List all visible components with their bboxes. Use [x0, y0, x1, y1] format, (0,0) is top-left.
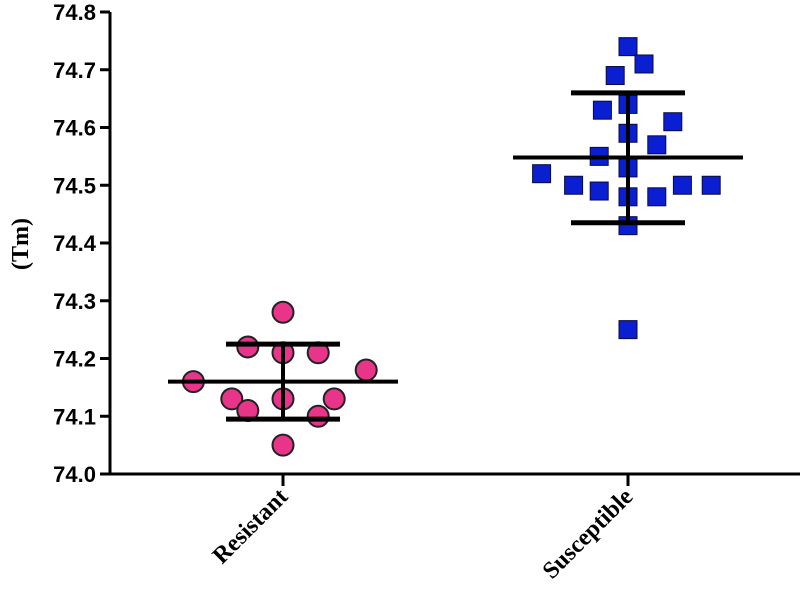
y-axis: 74.0 74.1 74.2 74.3 74.4 74.5 74.6 74.7 74.8	[53, 0, 112, 487]
data-point	[306, 404, 330, 428]
error-bars	[168, 90, 743, 422]
data-point	[532, 164, 552, 184]
data-point	[589, 181, 609, 201]
y-tick-label: 74.0	[53, 462, 96, 487]
data-point	[701, 175, 721, 195]
x-tick-label-susceptible: Susceptible	[538, 484, 639, 585]
data-point	[647, 187, 667, 207]
x-axis: Resistant Susceptible	[110, 472, 800, 585]
data-point	[564, 175, 584, 195]
data-point	[354, 358, 378, 382]
data-point	[647, 135, 667, 155]
data-point	[271, 433, 295, 457]
data-points	[181, 37, 721, 457]
y-tick-label: 74.3	[53, 289, 96, 314]
data-point	[663, 112, 683, 132]
x-tick-label-resistant: Resistant	[208, 484, 293, 569]
y-axis-label: (Tm)	[8, 218, 34, 270]
y-tick-label: 74.5	[53, 173, 96, 198]
data-point	[634, 54, 654, 74]
y-tick-label: 74.6	[53, 116, 96, 141]
data-point	[672, 175, 692, 195]
y-tick-label: 74.1	[53, 404, 96, 429]
y-tick-label: 74.4	[53, 231, 97, 256]
data-point	[592, 100, 612, 120]
y-tick-label: 74.7	[53, 58, 96, 83]
data-point	[236, 335, 260, 359]
data-point	[605, 66, 625, 86]
data-point	[220, 387, 244, 411]
data-point	[618, 320, 638, 340]
y-tick-label: 74.2	[53, 347, 96, 372]
y-tick-label: 74.8	[53, 0, 96, 25]
data-point	[271, 300, 295, 324]
data-point	[618, 37, 638, 57]
data-point	[322, 387, 346, 411]
